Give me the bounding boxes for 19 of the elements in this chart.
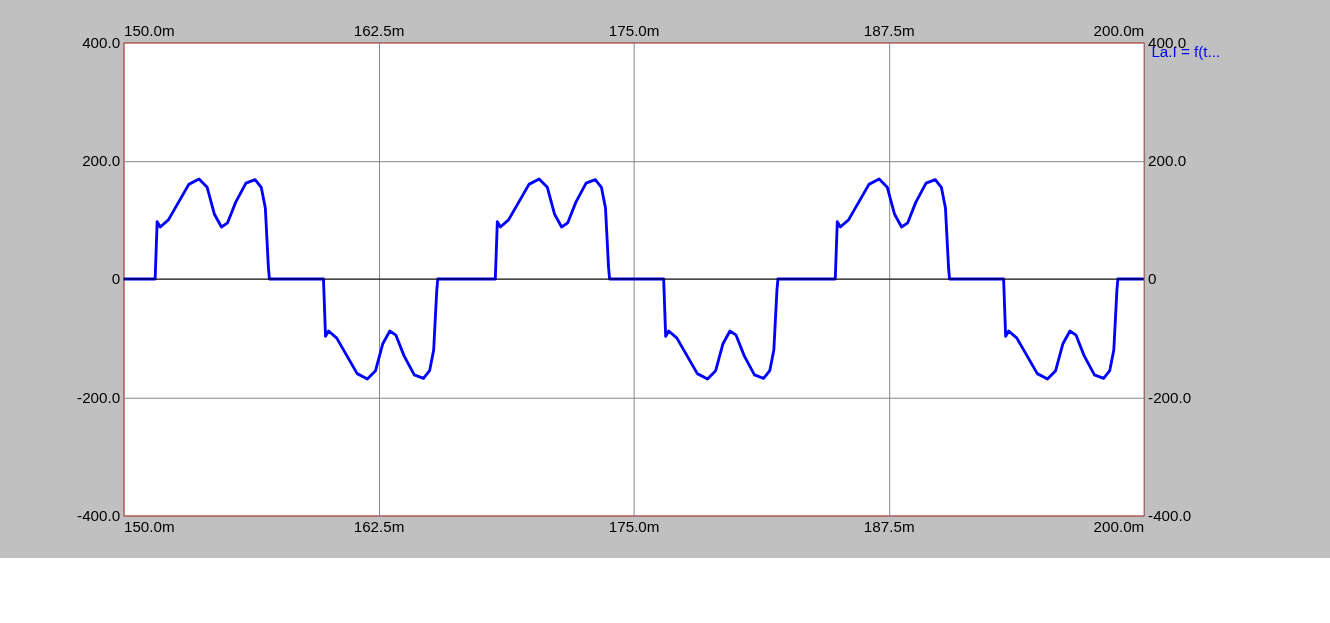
y-tick-label: -200.0	[77, 388, 121, 406]
y-tick-label: 200.0	[82, 151, 121, 169]
y2-tick-label: 0	[1148, 270, 1157, 288]
y-tick-label: 0	[111, 270, 121, 288]
x2-tick-label: 200.0m	[1093, 22, 1145, 40]
y-tick-label: -400.0	[77, 506, 121, 524]
y2-tick-label: -400.0	[1148, 506, 1192, 524]
x2-tick-label: 175.0m	[608, 22, 660, 40]
x-tick-label: 200.0m	[1093, 518, 1145, 536]
x-tick-label: 150.0m	[123, 518, 175, 536]
x-tick-label: 175.0m	[608, 518, 660, 536]
y2-tick-label: 200.0	[1148, 151, 1187, 169]
x2-tick-label: 162.5m	[353, 22, 405, 40]
x-tick-label: 187.5m	[863, 518, 915, 536]
x2-tick-label: 150.0m	[123, 22, 175, 40]
x2-tick-label: 187.5m	[863, 22, 915, 40]
y2-tick-label: -200.0	[1148, 388, 1192, 406]
x-tick-label: 162.5m	[353, 518, 405, 536]
y-tick-label: 400.0	[82, 33, 121, 51]
